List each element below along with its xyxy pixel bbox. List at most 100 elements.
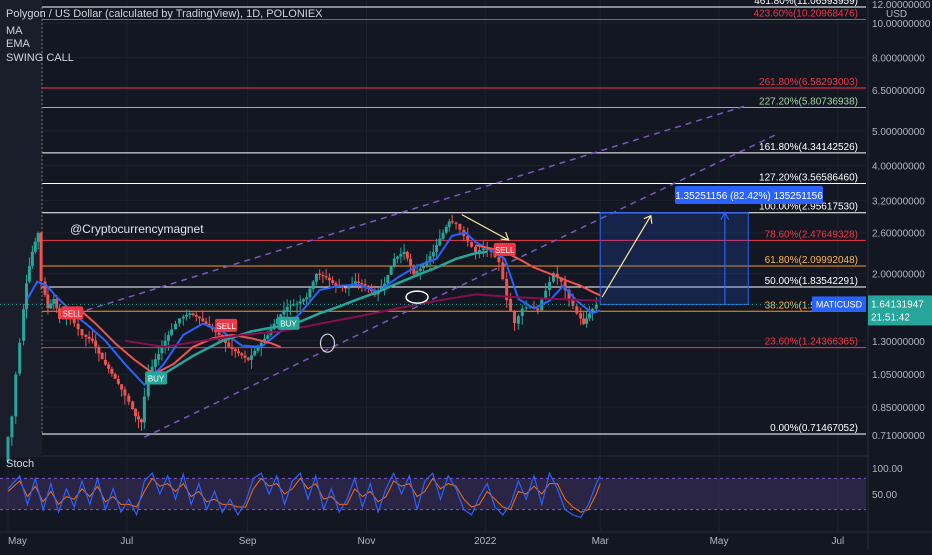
indicator-swing-call-label[interactable]: SWING CALL xyxy=(6,52,74,64)
price-tick-label: 0.71000000 xyxy=(872,431,925,442)
candle-body xyxy=(198,316,202,319)
time-tick-label: 2022 xyxy=(474,536,497,547)
candle-body xyxy=(6,437,10,462)
candle-body xyxy=(72,318,76,324)
candle-body xyxy=(177,318,181,324)
channel-lower-line[interactable] xyxy=(144,133,778,438)
indicator-ma-label[interactable]: MA xyxy=(6,25,23,37)
candle-body xyxy=(237,351,241,354)
price-tick-label: 3.20000000 xyxy=(872,196,925,207)
candle-body xyxy=(30,251,34,267)
candle-body xyxy=(344,287,348,289)
candle-body xyxy=(509,298,513,311)
candle-body xyxy=(501,262,505,280)
price-tick-label: 2.60000000 xyxy=(872,229,925,240)
candle-body xyxy=(438,238,442,246)
fib-level-label: 50.00%(1.83542291) xyxy=(765,276,858,287)
candle-body xyxy=(571,298,575,306)
candle-body xyxy=(321,274,325,277)
price-tick-label: 4.00000000 xyxy=(872,162,925,173)
candle-body xyxy=(285,306,289,311)
candle-body xyxy=(389,265,393,275)
time-axis[interactable]: May Jul Sep Nov 2022 Mar May Jul xyxy=(0,531,932,547)
candle-body xyxy=(308,288,312,298)
candle-body xyxy=(386,274,390,284)
candle-body xyxy=(139,419,143,423)
price-tick-label: 10.00000000 xyxy=(872,19,931,30)
candle-body xyxy=(188,313,192,315)
signal-badge xyxy=(277,316,300,330)
candle-body xyxy=(243,355,247,358)
fibonacci-retracement[interactable]: 461.80%(11.06593959) 423.60%(10.20968476)… xyxy=(41,0,866,435)
candle-body xyxy=(259,342,263,347)
candle-body xyxy=(113,374,117,379)
candle-body xyxy=(142,396,146,423)
candle-body xyxy=(497,257,501,263)
candle-body xyxy=(217,332,221,336)
measure-label-box xyxy=(675,186,823,204)
fib-level-label: 261.80%(6.58293003) xyxy=(759,77,858,88)
candle-body xyxy=(418,268,422,272)
candle-body xyxy=(266,335,270,339)
fib-level-label: 423.60%(10.20968476) xyxy=(753,9,858,20)
candle-body xyxy=(466,235,470,242)
price-tick-label: 0.85000000 xyxy=(872,403,925,414)
candle-body xyxy=(185,314,189,317)
candle-body xyxy=(392,258,396,267)
candle-body xyxy=(425,260,429,267)
time-tick-label: Jul xyxy=(120,536,133,547)
candle-body xyxy=(575,306,579,314)
candle-body xyxy=(520,308,524,317)
ma-line xyxy=(75,305,282,376)
candle-body xyxy=(512,311,516,324)
fib-level-label: 38.20%(1.57092534) xyxy=(765,300,858,311)
candle-body xyxy=(441,232,445,239)
current-price-tag xyxy=(868,295,932,326)
candle-body xyxy=(157,353,161,360)
candle-body xyxy=(46,294,50,309)
candle-body xyxy=(454,222,458,224)
trend-channel[interactable] xyxy=(75,104,778,438)
highlight-ellipse[interactable] xyxy=(319,333,336,353)
indicator-ema-label[interactable]: EMA xyxy=(6,38,31,50)
candle-body xyxy=(402,251,406,254)
drawing-annotations[interactable] xyxy=(0,214,866,353)
candle-body xyxy=(49,303,53,309)
price-tick-label: 6.50000000 xyxy=(872,86,925,97)
candle-body xyxy=(431,252,435,257)
candle-body xyxy=(458,223,462,230)
channel-upper-line[interactable] xyxy=(75,104,749,315)
candle-body xyxy=(524,307,528,309)
watermark-text: @Cryptocurrencymagnet xyxy=(70,222,204,236)
candle-body xyxy=(444,226,448,233)
candle-body xyxy=(334,283,338,286)
candle-body xyxy=(405,251,409,259)
arrow-line[interactable] xyxy=(461,214,509,241)
candle-body xyxy=(474,246,478,252)
highlight-ellipse[interactable] xyxy=(405,290,429,304)
fib-level-label: 0.00%(0.71467052) xyxy=(770,423,858,434)
candle-body xyxy=(585,318,589,324)
candle-body xyxy=(191,313,195,316)
candle-body xyxy=(181,316,185,319)
signal-badge xyxy=(61,306,84,320)
time-tick-label: Mar xyxy=(592,536,610,547)
measure-box[interactable] xyxy=(599,212,749,305)
candle-body xyxy=(253,350,257,356)
candle-body xyxy=(366,285,370,289)
fib-level-label: 61.80%(2.09992048) xyxy=(765,255,858,266)
swing-signals: SELL SELL SELL BUY BUY xyxy=(61,242,516,385)
candle-body xyxy=(409,258,413,267)
candle-body xyxy=(282,310,286,315)
candle-body xyxy=(84,334,88,337)
measure-arrow-head xyxy=(720,211,730,221)
candle-body xyxy=(22,309,26,341)
candle-body xyxy=(160,346,164,354)
arrow-line[interactable] xyxy=(601,215,652,298)
candle-body xyxy=(357,281,361,283)
candle-body xyxy=(240,353,244,356)
price-axis[interactable]: 10.00000000 8.00000000 6.50000000 5.0000000… xyxy=(812,0,932,550)
